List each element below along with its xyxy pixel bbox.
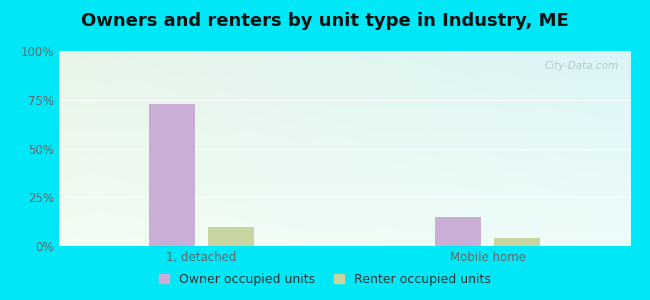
Legend: Owner occupied units, Renter occupied units: Owner occupied units, Renter occupied un… (154, 268, 496, 291)
Bar (435, 217, 480, 246)
Bar (495, 238, 540, 246)
Text: Owners and renters by unit type in Industry, ME: Owners and renters by unit type in Indus… (81, 12, 569, 30)
Bar (209, 226, 254, 246)
Bar (149, 103, 194, 246)
Text: City-Data.com: City-Data.com (545, 61, 619, 71)
